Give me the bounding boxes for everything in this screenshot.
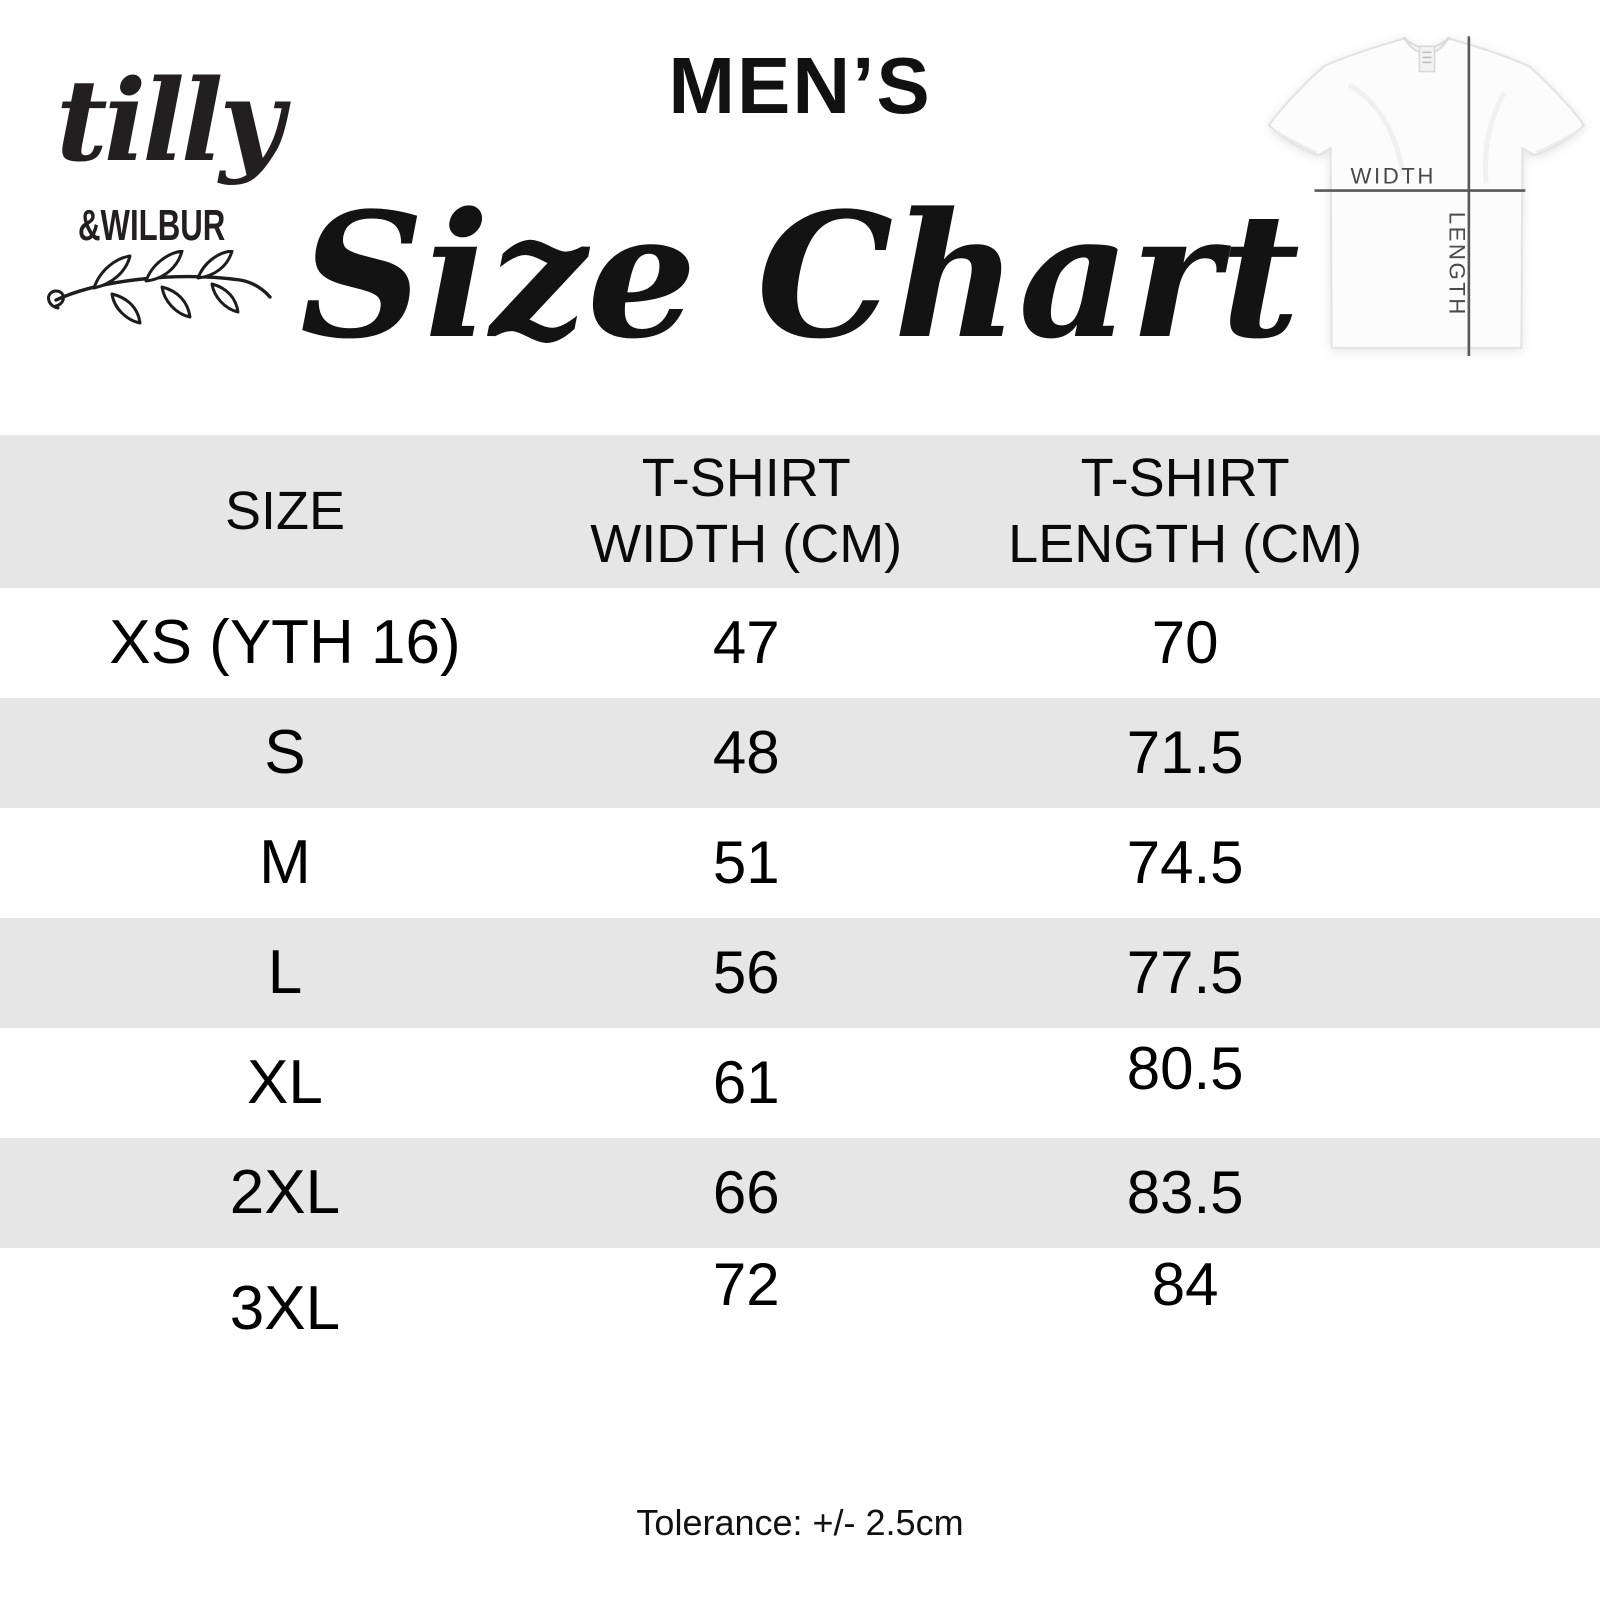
length-cell: 80.5 [1126,1035,1244,1103]
size-cell: L [267,938,303,1008]
width-cell: 47 [712,609,780,677]
category-title: MEN’S [668,41,932,130]
table-row: M 51 74.5 [0,808,1600,918]
length-cell: 74.5 [1126,829,1244,897]
width-cell: 56 [712,939,780,1007]
neck-label-tag [1418,45,1436,73]
width-label: WIDTH [1351,163,1436,188]
table-row: 3XL 72 84 [0,1248,1600,1358]
table-row: L 56 77.5 [0,918,1600,1028]
brand-logo: tilly &WILBUR [42,66,284,330]
laurel-branch-icon [47,250,272,325]
column-header-size: SIZE [224,480,345,541]
page-title: Size Chart [299,174,1300,377]
size-cell: M [259,828,311,898]
tshirt-icon [1267,36,1586,349]
table-row: S 48 71.5 [0,698,1600,808]
width-cell: 66 [712,1159,780,1227]
table-row: XL 61 80.5 [0,1028,1600,1138]
width-cell: 61 [712,1049,780,1117]
width-cell: 48 [712,719,780,787]
table-row: 2XL 66 83.5 [0,1138,1600,1248]
tolerance-note: Tolerance: +/- 2.5cm [636,1502,964,1543]
width-cell: 72 [712,1251,780,1319]
length-cell: 70 [1151,609,1219,677]
width-cell: 51 [712,829,780,897]
length-cell: 77.5 [1126,939,1244,1007]
table-header-row: SIZE T-SHIRT WIDTH (CM) T-SHIRT LENGTH (… [0,435,1600,588]
size-cell: XS (YTH 16) [109,608,461,678]
length-cell: 84 [1151,1251,1219,1319]
size-cell: 3XL [229,1274,341,1344]
table-row: XS (YTH 16) 47 70 [0,588,1600,698]
size-cell: S [264,718,306,788]
column-header-width: T-SHIRT WIDTH (CM) [590,447,903,574]
brand-name-caps: &WILBUR [78,202,226,250]
brand-name-script: tilly [56,56,284,187]
column-header-length: T-SHIRT LENGTH (CM) [1008,447,1363,574]
length-cell: 71.5 [1126,719,1244,787]
length-cell: 83.5 [1126,1159,1244,1227]
length-label: LENGTH [1445,212,1470,317]
tshirt-measurement-diagram: WIDTH LENGTH [1252,12,1600,360]
size-cell: 2XL [229,1158,341,1228]
size-table: SIZE T-SHIRT WIDTH (CM) T-SHIRT LENGTH (… [0,435,1600,1358]
size-cell: XL [247,1048,323,1118]
